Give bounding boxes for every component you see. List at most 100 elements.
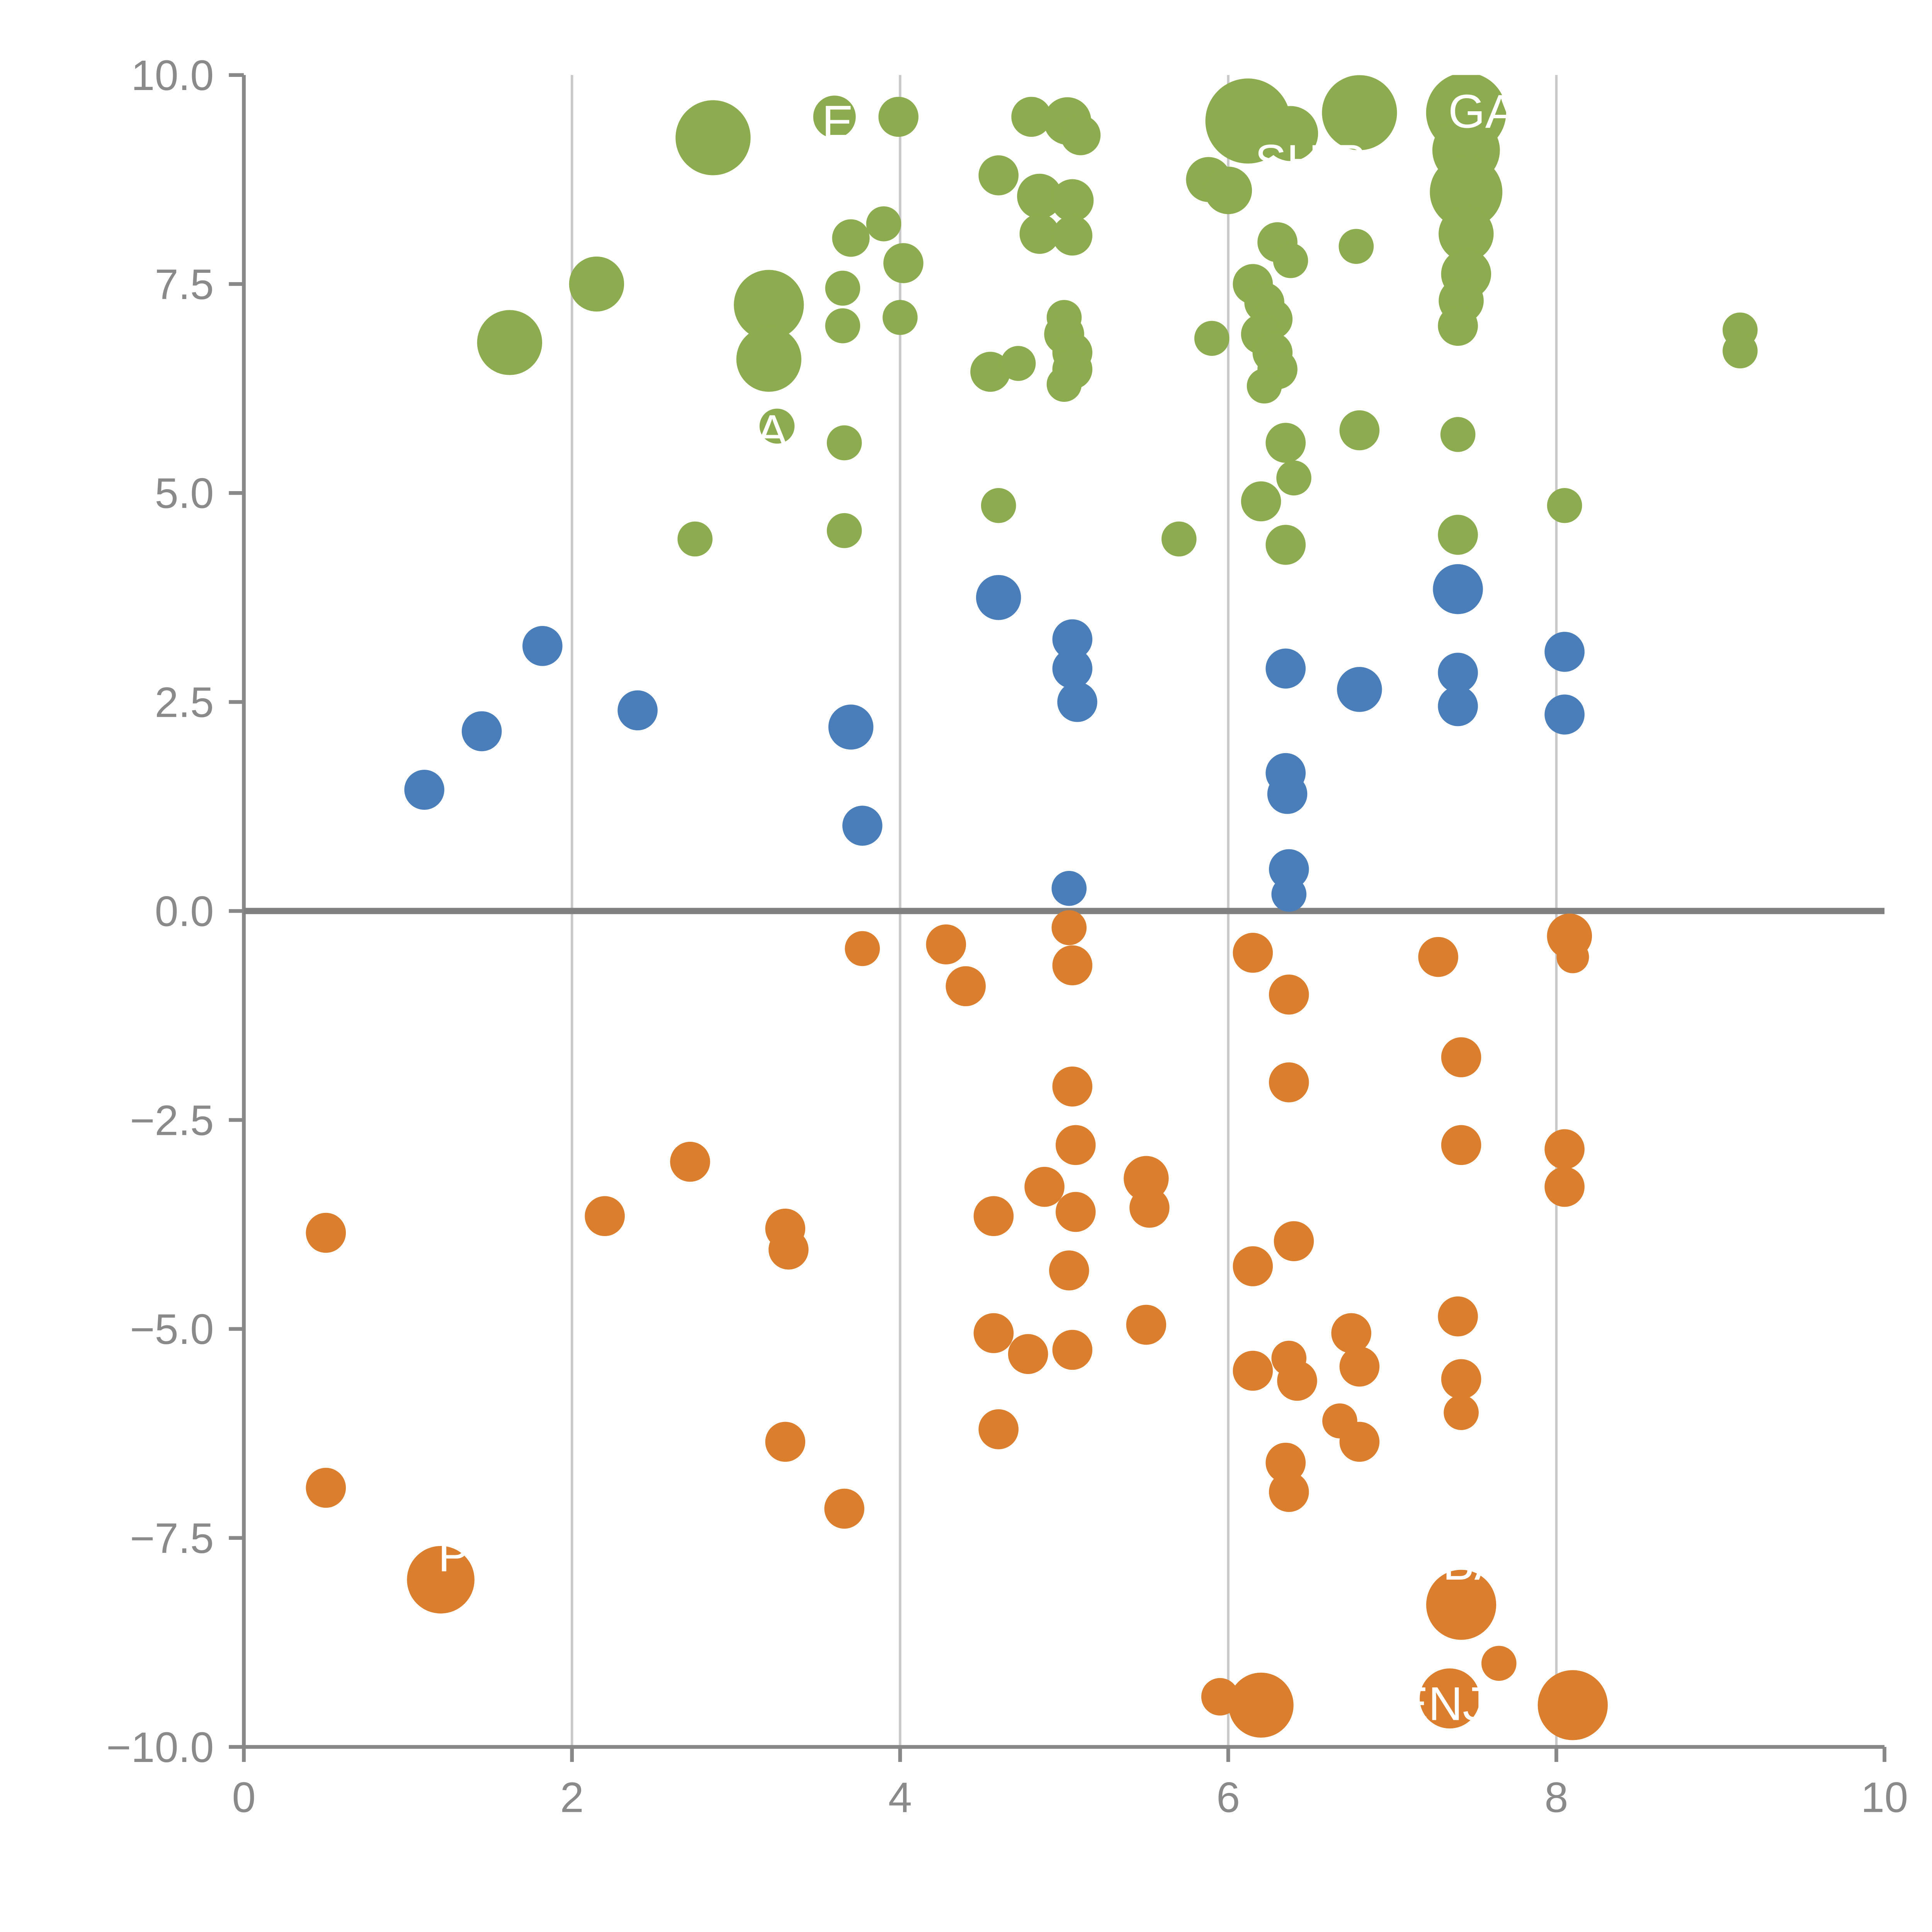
scatter-point-orange-group [1228, 1672, 1294, 1738]
scatter-point-green-group [677, 521, 713, 557]
scatter-point-orange-group [1444, 1395, 1479, 1430]
scatter-point-orange-group [1269, 1062, 1309, 1102]
tick-labels-group: 0 2 4 6 8 10 −10.0 −7.5 −5.0 −2.5 0.0 2.5 5.0 7.5 10.0 [106, 52, 1908, 1821]
scatter-point-orange-group [1544, 1129, 1585, 1169]
scatter-point-green-group [970, 352, 1010, 392]
scatter-point-green-group [1046, 367, 1082, 402]
scatter-point-orange-group [824, 1488, 864, 1529]
bubble-label: A [756, 405, 788, 458]
y-tick-label: 7.5 [155, 261, 214, 308]
scatter-point-blue-group [461, 711, 502, 752]
scatter-point-green-group [1723, 333, 1758, 369]
scatter-point-orange-group [978, 1409, 1019, 1449]
scatter-point-green-group [736, 327, 801, 392]
scatter-point-orange-group [765, 1422, 806, 1462]
scatter-point-green-group [1204, 167, 1252, 214]
scatter-point-orange-group [1052, 1066, 1093, 1107]
scatter-point-blue-group [522, 626, 563, 666]
scatter-point-orange-group [1339, 1346, 1380, 1387]
scatter-point-blue-group [404, 770, 444, 810]
scatter-point-green-group [978, 155, 1019, 196]
y-tick-label: −5.0 [130, 1306, 214, 1353]
y-tick-label: 0.0 [155, 888, 214, 935]
scatter-point-orange-group [1233, 1350, 1273, 1391]
scatter-point-green-group [827, 513, 862, 548]
scatter-point-orange-group [1426, 1570, 1497, 1640]
scatter-point-orange-group [585, 1196, 625, 1236]
scatter-point-blue-group [842, 806, 883, 846]
scatter-point-green-group [1263, 106, 1318, 161]
scatter-point-orange-group [845, 931, 880, 966]
y-tick-label: −7.5 [130, 1515, 214, 1562]
scatter-point-orange-group [768, 1230, 809, 1270]
bubble-label: ENJ [1396, 1678, 1486, 1731]
scatter-point-orange-group [306, 1213, 346, 1253]
scatter-point-green-group [1338, 229, 1374, 264]
bubble-labels-group: E SHIP GA A P BA ENJ [438, 85, 1517, 1730]
scatter-point-orange-group [1233, 1246, 1273, 1286]
scatter-point-orange-group [946, 966, 986, 1007]
scatter-point-green-group [1265, 525, 1306, 565]
scatter-point-blue-group [1057, 682, 1097, 722]
scatter-point-green-group [1440, 417, 1476, 452]
y-tick-label: 5.0 [155, 470, 214, 517]
scatter-point-green-group [1438, 515, 1478, 555]
scatter-point-orange-group [1049, 1250, 1089, 1291]
bubble-label: E [822, 96, 854, 149]
scatter-point-green-group [1051, 179, 1094, 222]
scatter-point-orange-group [1055, 1125, 1096, 1165]
scatter-point-green-group [1439, 206, 1494, 262]
scatter-point-blue-group [1052, 619, 1093, 660]
scatter-point-orange-group [1441, 1125, 1481, 1165]
x-tick-label: 6 [1216, 1774, 1240, 1821]
scatter-point-blue-group [1337, 667, 1382, 712]
scatter-point-green-group [825, 270, 861, 306]
scatter-point-orange-group [1481, 1646, 1517, 1681]
scatter-point-green-group [569, 256, 624, 312]
scatter-point-blue-group [1051, 871, 1087, 906]
scatter-point-orange-group [670, 1141, 710, 1182]
scatter-point-green-group [813, 95, 856, 138]
scatter-point-orange-group [1537, 1670, 1608, 1740]
scatter-point-green-group [1060, 115, 1101, 155]
bubble-label: BA [1443, 1537, 1506, 1590]
scatter-point-orange-group [1052, 945, 1093, 986]
scatter-point-orange-group [1008, 1334, 1048, 1374]
scatter-point-orange-group [1544, 1167, 1585, 1207]
scatter-point-orange-group [1277, 1361, 1317, 1401]
scatter-point-green-group [1276, 460, 1311, 496]
scatter-point-orange-group [1274, 1221, 1314, 1261]
scatter-point-green-group [759, 408, 795, 444]
points-group [306, 75, 1758, 1740]
scatter-point-green-group [832, 219, 870, 257]
scatter-point-green-group [477, 310, 543, 375]
scatter-point-green-group [981, 488, 1016, 523]
y-tick-label: 2.5 [155, 679, 214, 726]
scatter-point-blue-group [1438, 653, 1478, 693]
x-tick-label: 10 [1861, 1774, 1908, 1821]
scatter-point-blue-group [1269, 849, 1309, 889]
x-tick-label: 0 [232, 1774, 255, 1821]
scatter-point-orange-group [1556, 940, 1589, 973]
scatter-point-orange-group [1269, 975, 1309, 1015]
scatter-point-blue-group [1265, 648, 1306, 689]
scatter-point-orange-group [1126, 1304, 1167, 1345]
scatter-point-orange-group [1051, 910, 1087, 946]
scatter-point-green-group [1322, 75, 1397, 150]
scatter-point-green-group [825, 308, 861, 344]
scatter-point-green-group [883, 243, 923, 283]
scatter-point-orange-group [1265, 1442, 1306, 1483]
scatter-point-orange-group [1052, 1330, 1093, 1370]
scatter-point-blue-group [1433, 564, 1483, 614]
scatter-point-blue-group [1267, 774, 1308, 814]
bubble-label: SHIP [1255, 135, 1366, 188]
scatter-point-orange-group [1201, 1678, 1239, 1716]
bubble-label: GA [1448, 85, 1517, 138]
scatter-point-orange-group [407, 1546, 474, 1614]
scatter-point-blue-group [1271, 877, 1307, 912]
scatter-point-blue-group [976, 575, 1021, 620]
scatter-point-orange-group [1024, 1167, 1065, 1207]
scatter-point-green-group [675, 100, 751, 175]
